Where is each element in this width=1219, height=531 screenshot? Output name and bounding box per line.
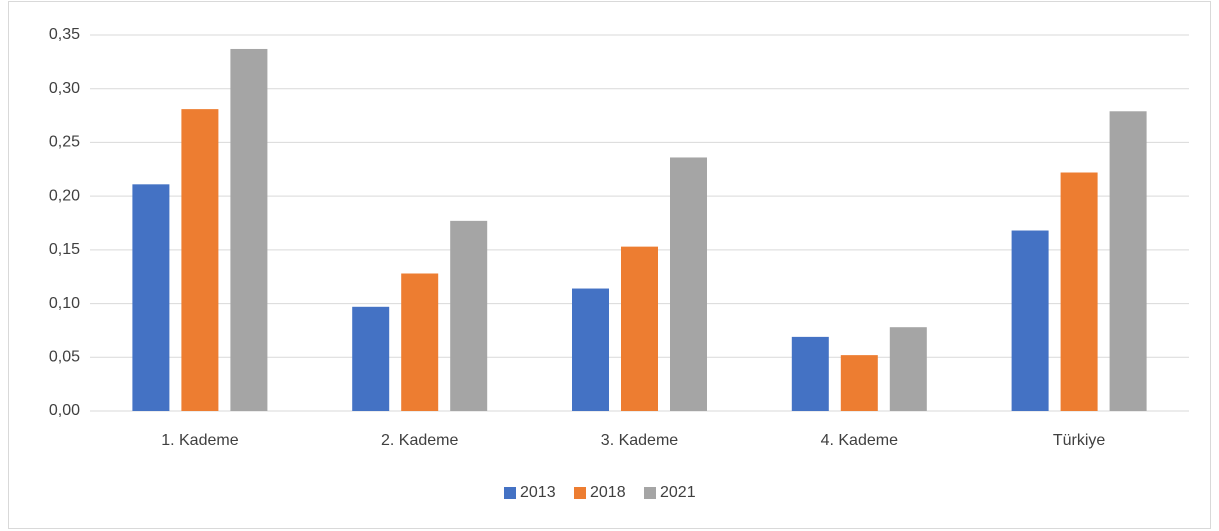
bar [401, 273, 439, 411]
bar [791, 336, 829, 411]
bar [1109, 111, 1147, 411]
bar [572, 288, 609, 411]
x-tick-label: 2. Kademe [381, 432, 458, 449]
bar [181, 109, 219, 411]
y-tick-label: 0,35 [49, 26, 80, 43]
bar [1060, 172, 1098, 411]
bar [889, 327, 927, 411]
y-tick-label: 0,00 [49, 402, 80, 419]
x-tick-label: 4. Kademe [821, 432, 898, 449]
y-tick-label: 0,10 [49, 295, 80, 312]
bar [450, 220, 488, 411]
y-tick-label: 0,05 [49, 349, 80, 366]
bar [621, 246, 658, 411]
legend-swatch [504, 487, 516, 499]
bar [1011, 230, 1049, 411]
bar [352, 306, 390, 411]
y-tick-label: 0,25 [49, 134, 80, 151]
x-tick-label: 1. Kademe [161, 432, 238, 449]
y-tick-label: 0,15 [49, 241, 80, 258]
bar [132, 184, 170, 411]
bar [840, 355, 878, 411]
y-tick-label: 0,20 [49, 187, 80, 204]
legend-label: 2021 [660, 484, 696, 501]
x-tick-label: Türkiye [1053, 432, 1106, 449]
bar [670, 157, 707, 411]
x-tick-label: 3. Kademe [601, 432, 678, 449]
legend-label: 2018 [590, 484, 626, 501]
legend-label: 2013 [520, 484, 556, 501]
y-tick-label: 0,30 [49, 80, 80, 97]
legend-swatch [574, 487, 586, 499]
bar [230, 48, 268, 412]
legend-swatch [644, 487, 656, 499]
